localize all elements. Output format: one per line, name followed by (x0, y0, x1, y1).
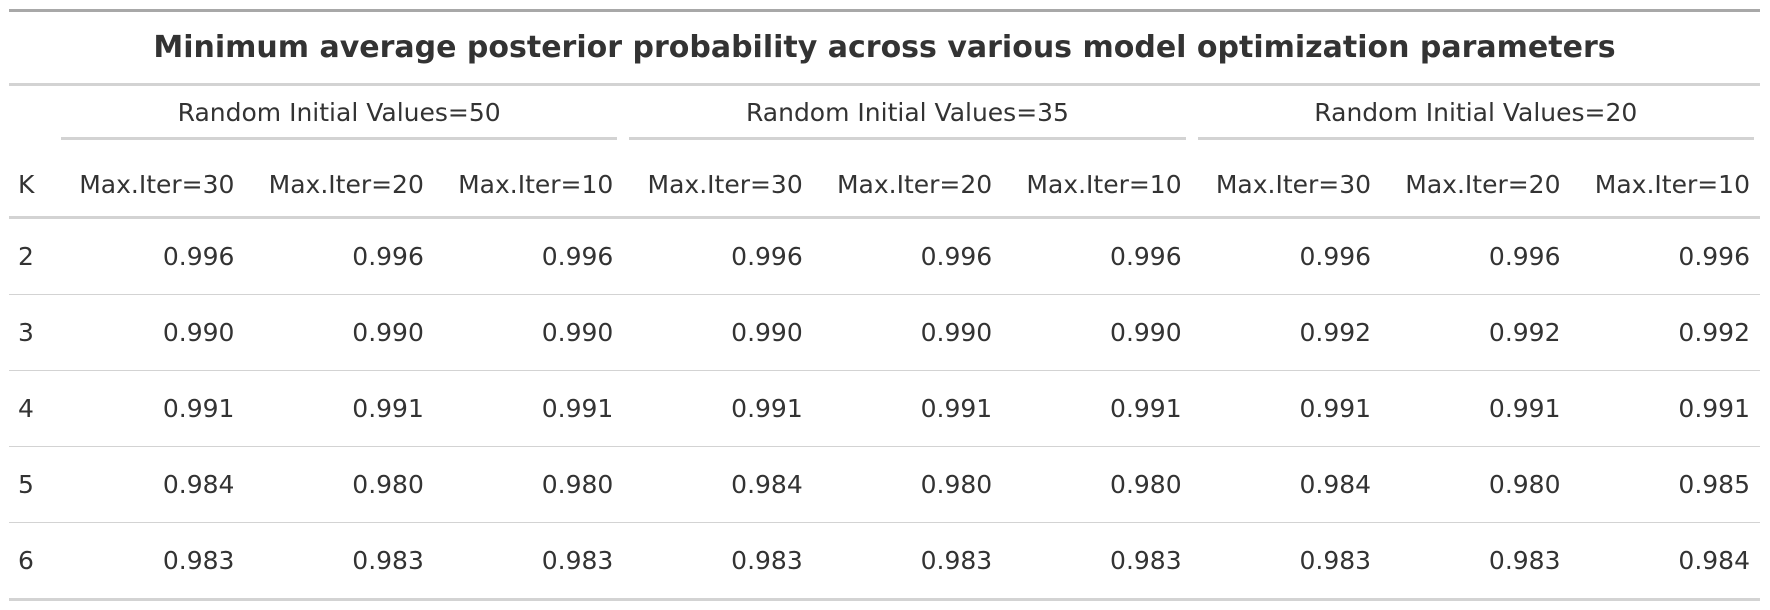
column-group-label: Random Initial Values=50 (61, 98, 618, 140)
value-cell: 0.990 (623, 294, 813, 371)
value-cell: 0.980 (1002, 446, 1192, 523)
row-k-cell: 6 (9, 522, 55, 600)
results-table-container: Minimum average posterior probability ac… (9, 9, 1760, 601)
spanner-empty-cell (9, 85, 55, 153)
value-cell: 0.991 (1381, 370, 1571, 447)
value-cell: 0.992 (1570, 294, 1760, 371)
table-row: 6 0.983 0.983 0.983 0.983 0.983 0.983 0.… (9, 522, 1760, 600)
row-k-cell: 5 (9, 446, 55, 523)
value-cell: 0.990 (812, 294, 1003, 371)
row-header-k: K (9, 152, 55, 219)
column-header: Max.Iter=20 (1381, 152, 1571, 219)
value-cell: 0.991 (244, 370, 434, 447)
table-row: 5 0.984 0.980 0.980 0.984 0.980 0.980 0.… (9, 446, 1760, 523)
value-cell: 0.990 (244, 294, 434, 371)
value-cell: 0.996 (1110, 242, 1182, 271)
value-cell: 0.991 (812, 370, 1003, 447)
value-cell: 0.984 (1191, 446, 1382, 523)
value-cell: 0.996 (731, 242, 803, 271)
value-cell: 0.983 (1191, 522, 1382, 600)
row-k-cell: 4 (9, 370, 55, 447)
table-row: 4 0.991 0.991 0.991 0.991 0.991 0.991 0.… (9, 370, 1760, 447)
column-header: Max.Iter=30 (1191, 152, 1382, 219)
table-row: 3 0.990 0.990 0.990 0.990 0.990 0.990 0.… (9, 294, 1760, 371)
column-header: Max.Iter=30 (623, 152, 813, 219)
value-cell: 0.991 (433, 370, 624, 447)
value-cell: 0.985 (1570, 446, 1760, 523)
column-header: Max.Iter=20 (812, 152, 1003, 219)
value-cell: 0.983 (1002, 522, 1192, 600)
value-cell: 0.991 (55, 370, 245, 447)
column-header: Max.Iter=10 (433, 152, 624, 219)
value-cell: 0.983 (812, 522, 1003, 600)
value-cell: 0.996 (1488, 242, 1561, 271)
value-cell: 0.984 (623, 446, 813, 523)
value-cell: 0.984 (55, 446, 245, 523)
value-cell: 0.983 (623, 522, 813, 600)
value-cell: 0.983 (433, 522, 624, 600)
table-row: 2 0.996 0.996 0.996 0.996 0.996 0.996 0.… (9, 218, 1760, 295)
column-header: Max.Iter=20 (244, 152, 434, 219)
value-cell: 0.991 (1191, 370, 1382, 447)
value-cell: 0.996 (920, 242, 993, 271)
value-cell: 0.996 (162, 242, 235, 271)
value-cell: 0.990 (433, 294, 624, 371)
value-cell: 0.990 (55, 294, 245, 371)
value-cell: 0.996 (1299, 242, 1372, 271)
value-cell: 0.984 (1570, 522, 1760, 600)
value-cell: 0.996 (541, 242, 614, 271)
column-group-label: Random Initial Values=35 (629, 98, 1186, 140)
column-group-row: Random Initial Values=50 Random Initial … (9, 85, 1760, 153)
value-cell: 0.980 (812, 446, 1003, 523)
value-cell: 0.996 (1678, 242, 1750, 271)
value-cell: 0.983 (244, 522, 434, 600)
row-k-cell: 2 (18, 242, 34, 271)
value-cell: 0.980 (1381, 446, 1571, 523)
value-cell: 0.992 (1381, 294, 1571, 371)
value-cell: 0.983 (1381, 522, 1571, 600)
value-cell: 0.990 (1002, 294, 1192, 371)
value-cell: 0.983 (55, 522, 245, 600)
results-table: Minimum average posterior probability ac… (9, 9, 1760, 601)
value-cell: 0.991 (623, 370, 813, 447)
value-cell: 0.991 (1002, 370, 1192, 447)
column-group-header: Random Initial Values=20 (1192, 85, 1760, 153)
column-group-label: Random Initial Values=20 (1197, 98, 1754, 140)
table-title: Minimum average posterior probability ac… (9, 10, 1760, 86)
value-cell: 0.980 (433, 446, 624, 523)
value-cell: 0.991 (1570, 370, 1760, 447)
column-group-header: Random Initial Values=35 (623, 85, 1191, 153)
column-header: Max.Iter=10 (1570, 152, 1760, 219)
value-cell: 0.996 (352, 242, 424, 271)
column-header: Max.Iter=30 (55, 152, 245, 219)
table-title-row: Minimum average posterior probability ac… (9, 10, 1760, 86)
column-header: Max.Iter=10 (1002, 152, 1192, 219)
row-k-cell: 3 (9, 294, 55, 371)
value-cell: 0.980 (244, 446, 434, 523)
column-group-header: Random Initial Values=50 (55, 85, 623, 153)
column-header-row: K Max.Iter=30 Max.Iter=20 Max.Iter=10 Ma… (9, 152, 1760, 219)
value-cell: 0.992 (1191, 294, 1382, 371)
